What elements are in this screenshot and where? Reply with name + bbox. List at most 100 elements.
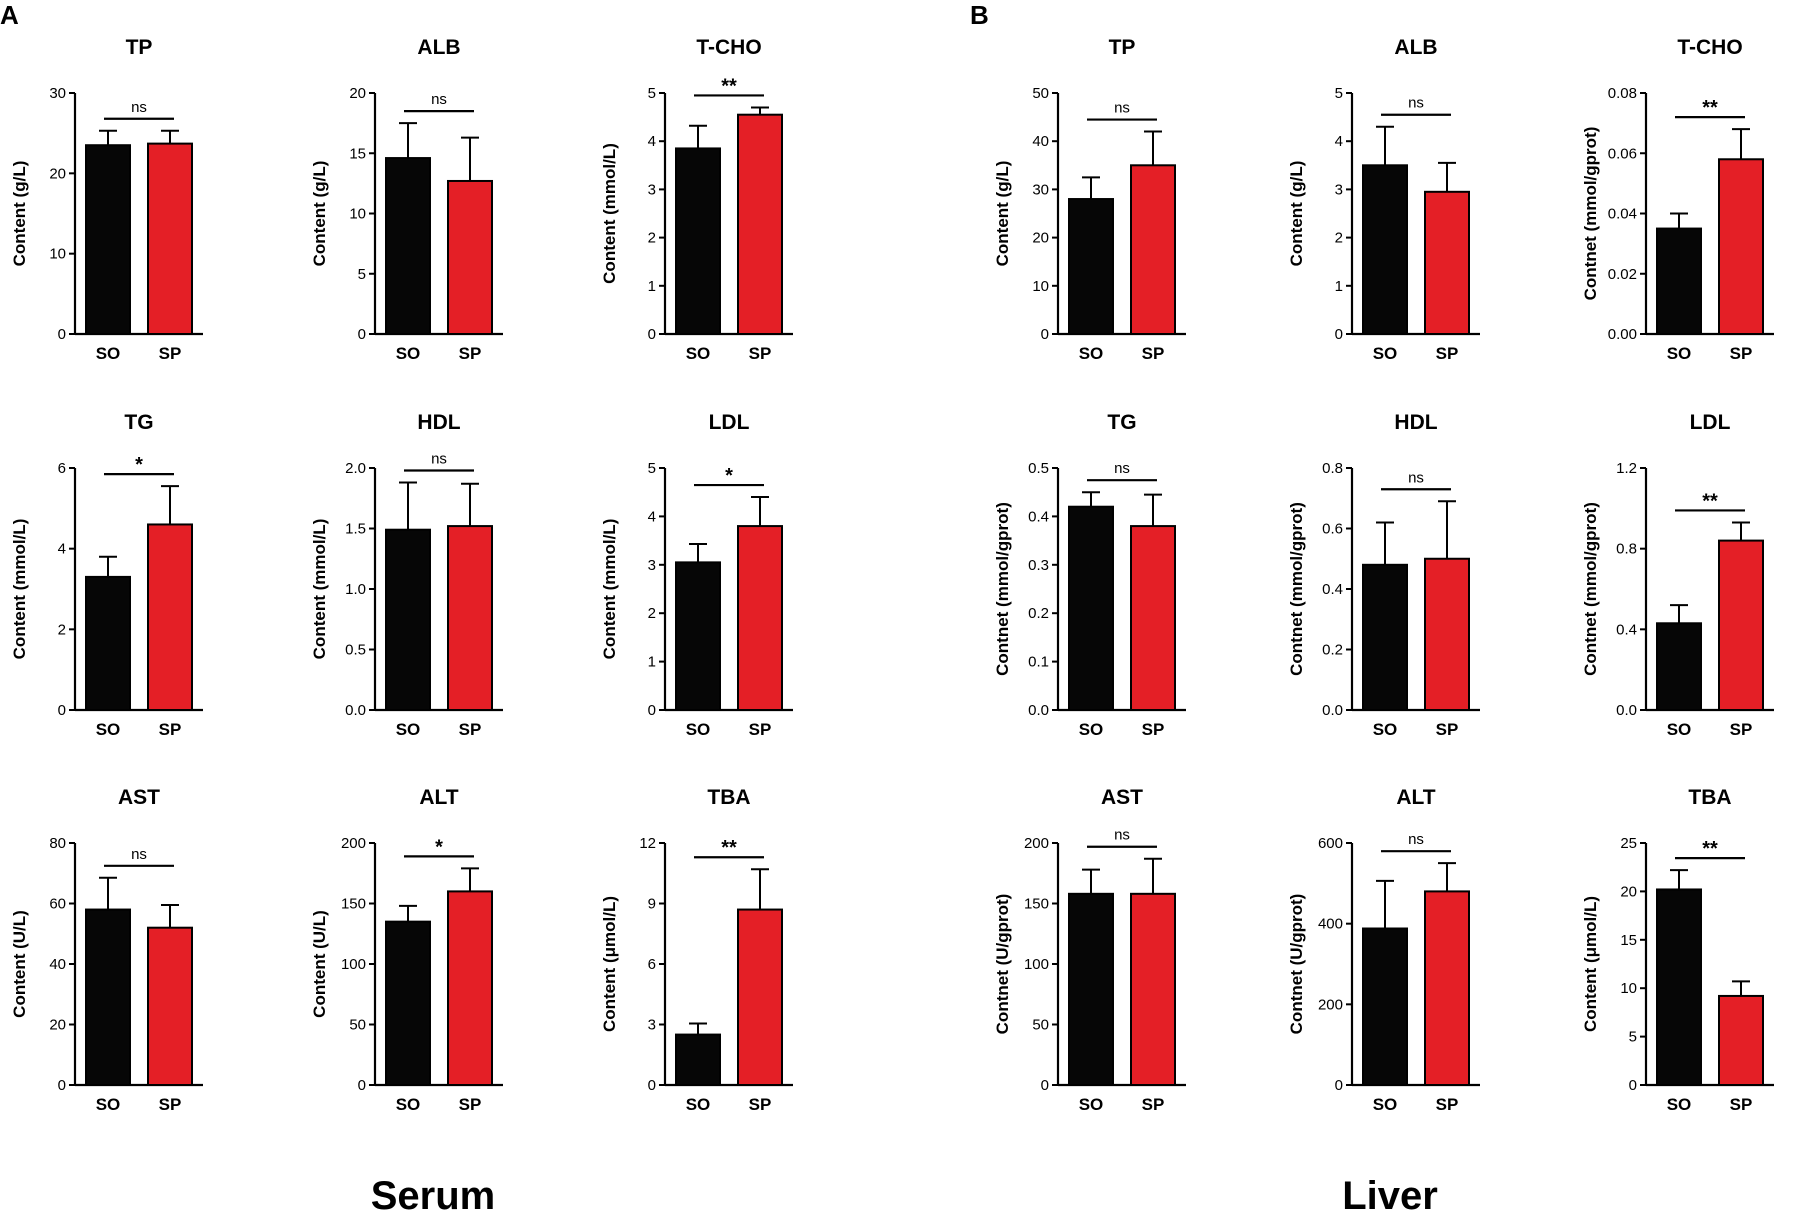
chart-b-hdl-ylabel: Contnet (mmol/gprot) bbox=[1287, 502, 1306, 676]
chart-a-tba-ylabel: Content (μmol/L) bbox=[600, 896, 619, 1032]
chart-a-tba-ytick-label: 0 bbox=[648, 1077, 656, 1094]
chart-b-alt-ytick-label: 0 bbox=[1335, 1077, 1343, 1094]
chart-b-alb-xtick-so: SO bbox=[1373, 344, 1398, 363]
chart-b-tba-bar-so bbox=[1656, 888, 1702, 1086]
chart-b-tba-ytick-label: 10 bbox=[1620, 980, 1637, 997]
chart-b-tg-title: TG bbox=[1107, 411, 1136, 434]
chart-b-ldl-ytick-label: 0.0 bbox=[1616, 702, 1637, 719]
chart-a-alb-ytick-label: 5 bbox=[358, 266, 366, 283]
chart-b-alt-ytick-label: 600 bbox=[1318, 835, 1343, 852]
chart-b-t-cho-bar-so bbox=[1656, 227, 1702, 335]
chart-b-tp-ytick-label: 10 bbox=[1032, 278, 1049, 295]
chart-a-tp-xtick-sp: SP bbox=[159, 344, 182, 363]
chart-a-t-cho-significance-label: ** bbox=[721, 75, 737, 97]
chart-a-ldl-ylabel: Content (mmol/L) bbox=[600, 519, 619, 660]
chart-b-tba-ytick-label: 20 bbox=[1620, 883, 1637, 900]
chart-a-hdl-bar-so bbox=[385, 528, 431, 712]
chart-a-t-cho-bar-so bbox=[675, 147, 721, 335]
chart-b-ast-bar-so bbox=[1068, 892, 1114, 1086]
chart-b-ast-ytick-label: 50 bbox=[1032, 1017, 1049, 1034]
chart-a-alb-ytick-label: 15 bbox=[349, 145, 366, 162]
chart-a-tba-bar-so bbox=[675, 1033, 721, 1087]
chart-a-tg-ytick-label: 6 bbox=[58, 460, 66, 477]
chart-a-hdl-ytick-label: 2.0 bbox=[345, 460, 366, 477]
chart-a-alt-ytick-label: 200 bbox=[341, 835, 366, 852]
chart-a-tba-title: TBA bbox=[707, 786, 750, 809]
chart-a-tg-significance-label: * bbox=[135, 454, 143, 476]
chart-a-hdl-bar-sp bbox=[447, 525, 493, 712]
chart-a-tp-ytick-label: 0 bbox=[58, 326, 66, 343]
chart-a-ast-ytick-label: 0 bbox=[58, 1077, 66, 1094]
chart-b-alb-ytick-label: 3 bbox=[1335, 181, 1343, 198]
chart-a-t-cho-ylabel: Content (mmol/L) bbox=[600, 143, 619, 284]
chart-b-t-cho: T-CHO Contnet (mmol/gprot) 0.00 0.02 0.04 0.0… bbox=[1581, 36, 1774, 363]
chart-a-ast-bar-so bbox=[85, 908, 131, 1086]
chart-b-ast-title: AST bbox=[1101, 786, 1143, 809]
chart-a-ast-xtick-sp: SP bbox=[159, 1095, 182, 1114]
chart-a-tg-ytick-label: 4 bbox=[58, 541, 66, 558]
chart-a-tp-title: TP bbox=[126, 36, 153, 59]
panel-label-b: B bbox=[970, 0, 989, 30]
chart-b-tp-xtick-sp: SP bbox=[1142, 344, 1165, 363]
chart-b-ast-ytick-label: 150 bbox=[1024, 896, 1049, 913]
chart-a-tg-title: TG bbox=[124, 411, 153, 434]
chart-b-hdl-significance-label: ns bbox=[1408, 469, 1424, 486]
chart-a-alb-ytick-label: 0 bbox=[358, 326, 366, 343]
chart-b-t-cho-xtick-so: SO bbox=[1667, 344, 1692, 363]
chart-a-tba-ytick-label: 12 bbox=[639, 835, 656, 852]
chart-a-tba-ytick-label: 9 bbox=[648, 896, 656, 913]
chart-b-tp: TP Content (g/L) 0 10 20 30 40 50 SO SP ns bbox=[993, 36, 1186, 363]
chart-b-ast-ytick-label: 0 bbox=[1041, 1077, 1049, 1094]
chart-b-hdl-bar-sp bbox=[1424, 557, 1470, 711]
chart-a-tp: TP Content (g/L) 0 10 20 30 SO SP ns bbox=[10, 36, 203, 363]
chart-a-tba: TBA Content (μmol/L) 0 3 6 9 12 SO SP ** bbox=[600, 786, 793, 1114]
chart-a-tg-bar-sp bbox=[147, 523, 193, 712]
chart-b-ldl-title: LDL bbox=[1690, 411, 1731, 434]
chart-a-hdl-significance-label: ns bbox=[431, 451, 447, 468]
chart-b-tp-title: TP bbox=[1109, 36, 1136, 59]
chart-a-alb-ytick-label: 10 bbox=[349, 206, 366, 223]
chart-b-t-cho-xtick-sp: SP bbox=[1730, 344, 1753, 363]
chart-a-alt-significance-label: * bbox=[435, 836, 443, 858]
chart-b-tba-xtick-sp: SP bbox=[1730, 1095, 1753, 1114]
chart-b-alt-ytick-label: 200 bbox=[1318, 996, 1343, 1013]
chart-b-tg-ytick-label: 0.4 bbox=[1028, 508, 1049, 525]
chart-b-tg-ylabel: Contnet (mmol/gprot) bbox=[993, 502, 1012, 676]
chart-a-ldl-ytick-label: 2 bbox=[648, 605, 656, 622]
chart-b-tg-xtick-sp: SP bbox=[1142, 720, 1165, 739]
chart-b-alb-ytick-label: 2 bbox=[1335, 230, 1343, 247]
chart-b-tg-ytick-label: 0.2 bbox=[1028, 605, 1049, 622]
chart-b-alt: ALT Contnet (U/gprot) 0 200 400 600 SO SP ns bbox=[1287, 786, 1480, 1114]
chart-a-hdl-ytick-label: 1.0 bbox=[345, 581, 366, 598]
chart-a-tp-bar-sp bbox=[147, 142, 193, 335]
chart-b-tg-ytick-label: 0.5 bbox=[1028, 460, 1049, 477]
chart-a-t-cho-bar-sp bbox=[737, 113, 783, 335]
chart-b-tg: TG Contnet (mmol/gprot) 0.0 0.1 0.2 0.3 0.4 0.5… bbox=[993, 411, 1186, 739]
chart-a-ldl-bar-sp bbox=[737, 525, 783, 712]
chart-a-alt-ytick-label: 100 bbox=[341, 956, 366, 973]
chart-b-ldl-significance-label: ** bbox=[1702, 490, 1718, 512]
chart-a-ldl-ytick-label: 1 bbox=[648, 654, 656, 671]
chart-b-alb-title: ALB bbox=[1394, 36, 1437, 59]
chart-a-alt-title: ALT bbox=[419, 786, 458, 809]
chart-b-alb-xtick-sp: SP bbox=[1436, 344, 1459, 363]
chart-b-tba-significance-label: ** bbox=[1702, 838, 1718, 860]
chart-b-ldl-bar-so bbox=[1656, 622, 1702, 711]
chart-a-tba-bar-sp bbox=[737, 908, 783, 1086]
chart-a-ast-xtick-so: SO bbox=[96, 1095, 121, 1114]
chart-a-ldl: LDL Content (mmol/L) 0 1 2 3 4 5 SO SP * bbox=[600, 411, 793, 739]
chart-b-alb-significance-label: ns bbox=[1408, 95, 1424, 112]
chart-a-alb-ytick-label: 20 bbox=[349, 85, 366, 102]
chart-a-alb-xtick-sp: SP bbox=[459, 344, 482, 363]
chart-b-t-cho-significance-label: ** bbox=[1702, 97, 1718, 119]
chart-a-ast-significance-label: ns bbox=[131, 846, 147, 863]
chart-a-t-cho-title: T-CHO bbox=[696, 36, 761, 59]
chart-a-alt-ytick-label: 150 bbox=[341, 896, 366, 913]
chart-b-ast-bar-sp bbox=[1130, 892, 1176, 1086]
chart-b-ast-xtick-so: SO bbox=[1079, 1095, 1104, 1114]
chart-a-t-cho-xtick-so: SO bbox=[686, 344, 711, 363]
chart-a-t-cho-ytick-label: 0 bbox=[648, 326, 656, 343]
chart-b-hdl-ytick-label: 0.6 bbox=[1322, 521, 1343, 538]
chart-b-tba-ylabel: Content (μmol/L) bbox=[1581, 896, 1600, 1032]
chart-a-tp-ylabel: Content (g/L) bbox=[10, 161, 29, 267]
